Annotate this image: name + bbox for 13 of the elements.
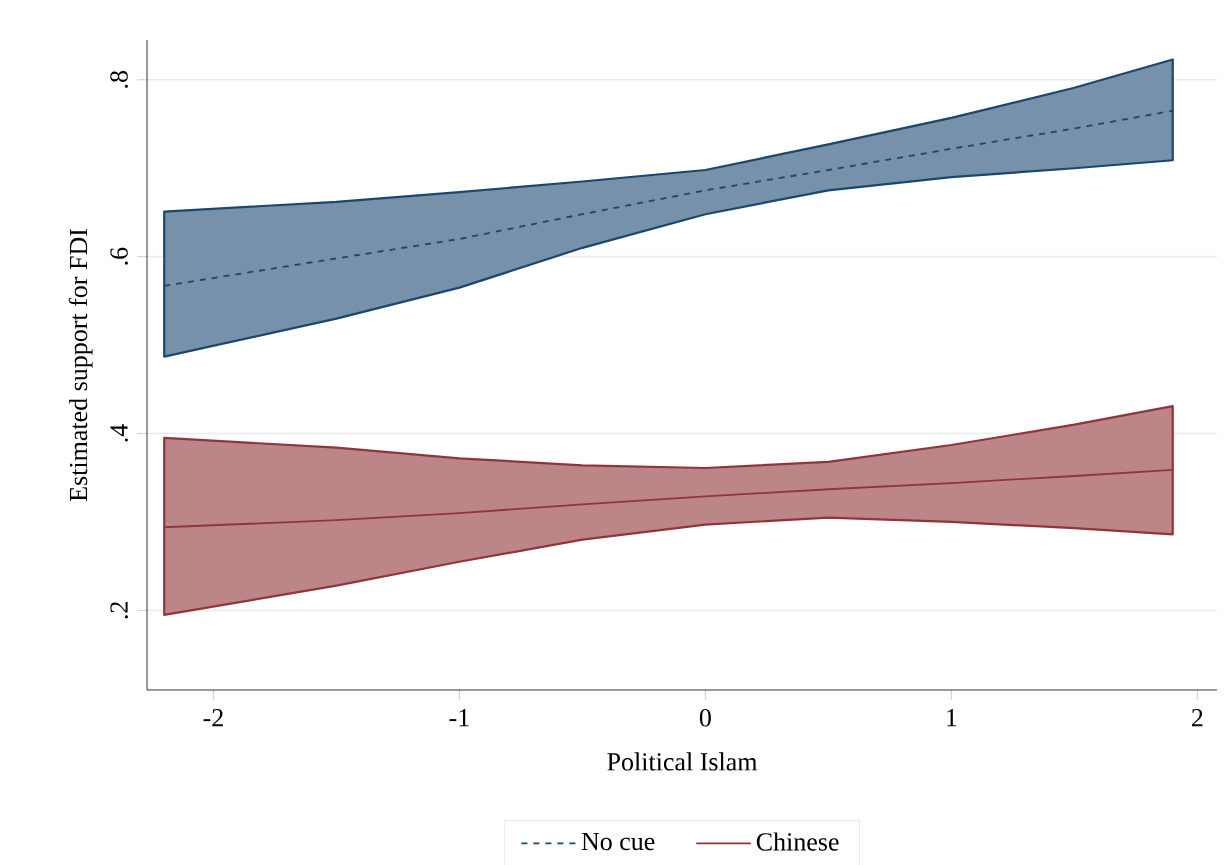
legend-label: No cue bbox=[581, 832, 655, 851]
x-tick-label: -1 bbox=[449, 709, 469, 727]
x-axis-title: Political Islam bbox=[607, 752, 758, 771]
y-axis-title: Estimated support for FDI bbox=[68, 229, 93, 502]
x-tick-label: 0 bbox=[699, 709, 711, 727]
legend-label: Chinese bbox=[756, 832, 839, 851]
y-tick-label: .2 bbox=[110, 602, 128, 619]
y-tick-label: .8 bbox=[110, 71, 128, 88]
y-tick-label: .6 bbox=[110, 247, 128, 265]
x-tick-label: 2 bbox=[1191, 709, 1203, 727]
x-tick-label: -2 bbox=[203, 709, 223, 727]
x-tick-label: 1 bbox=[947, 709, 957, 727]
y-tick-label: .4 bbox=[110, 424, 128, 442]
